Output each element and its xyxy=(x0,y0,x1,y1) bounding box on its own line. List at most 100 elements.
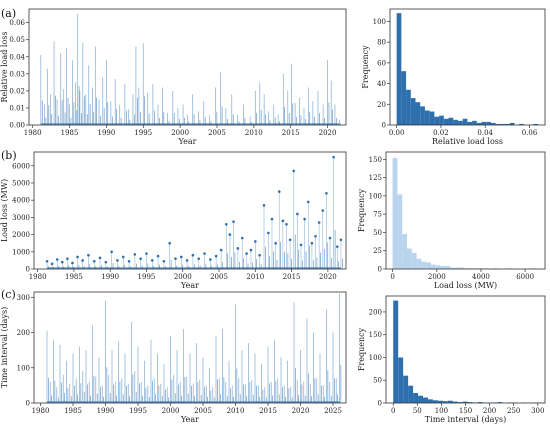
y-tick-label: 3000 xyxy=(12,214,30,222)
b-ts-point xyxy=(98,256,102,260)
chart-c-timeseries: 1980 1985 1990 1995 2000 2005 2010 2015 2020 2025… xyxy=(0,291,347,424)
a-hist-bar xyxy=(481,121,487,125)
b-ts-point xyxy=(314,235,317,238)
c-hist-bar xyxy=(437,400,443,403)
b-ts-point xyxy=(174,257,177,260)
x-tick-label: 0 xyxy=(390,273,394,281)
c-ts-axes-frame xyxy=(33,291,347,404)
x-tick-label: 2005 xyxy=(194,407,212,415)
x-tick-label: 6000 xyxy=(516,273,534,281)
c-hist-bar xyxy=(423,397,428,403)
c-hist-bar xyxy=(413,392,419,403)
b-ts-point xyxy=(127,259,131,263)
y-tick-label: 0 xyxy=(382,122,386,130)
a-hist-bar xyxy=(486,121,491,125)
y-tick-label: 0.05 xyxy=(9,36,25,44)
b-ts-point xyxy=(209,258,212,261)
x-tick-label: 2010 xyxy=(246,273,264,281)
y-tick-label: 20 xyxy=(377,101,386,109)
y-tick-label: 0 xyxy=(378,266,382,274)
b-hist-bar xyxy=(426,262,431,269)
a-hist-ylabel: Frequency xyxy=(361,45,370,89)
c-hist-bar xyxy=(418,395,424,403)
a-hist-bar xyxy=(457,120,463,125)
b-ts-point xyxy=(60,260,64,264)
x-tick-label: 0.04 xyxy=(477,129,493,137)
chart-b-timeseries: 1980 1985 1990 1995 2000 2005 2010 2015 2020 0 100… xyxy=(0,151,347,290)
x-tick-label: 2010 xyxy=(227,407,245,415)
a-ts-ylabel: Relative load loss xyxy=(0,31,9,102)
y-tick-label: 60 xyxy=(377,59,386,67)
y-tick-label: 2000 xyxy=(12,231,30,239)
y-tick-label: 100 xyxy=(17,364,30,372)
x-tick-label: 0.00 xyxy=(389,129,405,137)
x-tick-label: 150 xyxy=(459,407,472,415)
b-ts-point xyxy=(133,253,137,256)
c-hist-bar xyxy=(447,400,453,403)
b-ts-point xyxy=(50,262,54,266)
a-hist-bar xyxy=(472,120,477,125)
y-tick-label: 200 xyxy=(369,308,382,316)
b-ts-point xyxy=(232,220,235,223)
x-tick-label: 200 xyxy=(483,407,496,415)
x-tick-label: 2000 xyxy=(171,129,189,137)
a-hist-bar xyxy=(509,122,515,125)
b-ts-point xyxy=(240,236,244,240)
c-hist-bar xyxy=(427,399,433,403)
b-ts-point xyxy=(197,257,201,260)
b-ts-axes-frame xyxy=(33,151,347,270)
b-ts-point xyxy=(285,222,288,226)
x-tick-label: 1995 xyxy=(129,407,147,415)
x-tick-label: 250 xyxy=(507,407,520,415)
b-hist-bar xyxy=(416,258,422,269)
x-tick-label: 2020 xyxy=(319,273,337,281)
x-tick-label: 2000 xyxy=(162,407,180,415)
b-ts-point xyxy=(274,241,277,245)
panel-label-c: (c) xyxy=(1,288,16,301)
chart-b-histogram: 0 2000 4000 6000 0 25 50 75 100 125 150 Frequency Lo… xyxy=(357,151,546,290)
x-tick-label: 1985 xyxy=(64,407,82,415)
x-tick-label: 0.06 xyxy=(522,129,538,137)
b-ts-point xyxy=(262,204,266,207)
y-tick-label: 0.01 xyxy=(9,104,25,112)
b-hist-bar xyxy=(411,252,417,269)
c-hist-bar xyxy=(408,385,414,403)
a-hist-bar xyxy=(424,110,430,125)
x-tick-label: 1980 xyxy=(32,407,50,415)
a-ts-axes-frame xyxy=(28,8,347,126)
b-ts-point xyxy=(332,155,335,159)
b-ts-point xyxy=(81,259,84,262)
b-ts-point xyxy=(306,200,310,204)
b-ts-point xyxy=(288,238,292,242)
x-tick-label: 1980 xyxy=(29,273,47,281)
x-tick-label: 300 xyxy=(531,407,544,415)
x-tick-label: 1995 xyxy=(138,273,156,281)
y-tick-label: 150 xyxy=(369,156,382,164)
y-tick-label: 100 xyxy=(373,18,386,26)
b-ts-point xyxy=(214,254,218,258)
b-ts-point xyxy=(156,254,160,258)
y-tick-label: 4000 xyxy=(12,197,30,205)
b-ts-point xyxy=(45,259,49,263)
x-tick-label: 1980 xyxy=(24,129,42,137)
b-ts-point xyxy=(281,219,285,223)
c-ts-ylabel: Time interval (days) xyxy=(0,307,9,388)
a-hist-bar xyxy=(448,117,454,125)
b-ts-point xyxy=(150,259,154,262)
c-hist-bar xyxy=(497,402,503,403)
a-hist-bar xyxy=(453,119,458,125)
c-ts-xlabel: Year xyxy=(180,415,199,424)
b-ts-point xyxy=(277,190,281,193)
a-hist-bar xyxy=(495,123,501,125)
y-tick-label: 150 xyxy=(369,331,382,339)
a-hist-bar xyxy=(415,102,421,125)
y-tick-label: 200 xyxy=(17,329,30,337)
b-ts-point xyxy=(335,245,339,248)
chart-a-timeseries: 1980 1985 1990 1995 2000 2005 2010 2015 2020 0.00… xyxy=(0,8,347,146)
b-hist-bar xyxy=(407,248,412,269)
b-ts-point xyxy=(270,217,274,221)
b-ts-point xyxy=(321,209,325,212)
x-tick-label: 2000 xyxy=(428,273,446,281)
b-ts-point xyxy=(258,253,261,257)
b-ts-point xyxy=(66,257,69,260)
